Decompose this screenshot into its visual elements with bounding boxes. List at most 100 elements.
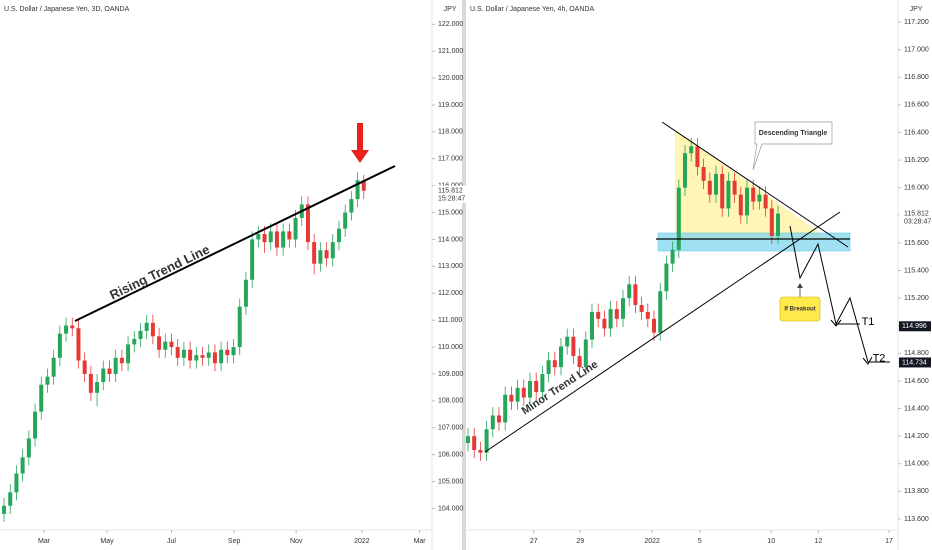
candle-body: [627, 284, 632, 299]
y-tick-label: 104.000: [438, 505, 463, 512]
candle-body: [163, 341, 168, 350]
candle-body: [330, 242, 335, 259]
candle-body: [64, 325, 69, 334]
x-tick-label: Sep: [228, 538, 241, 545]
candle-body: [701, 167, 706, 181]
candle-body: [664, 263, 669, 292]
y-tick-label: 116.400: [904, 129, 929, 136]
last-price: 115.812: [438, 188, 463, 195]
y-tick-label: 114.600: [904, 378, 929, 385]
y-tick-label: 105.000: [438, 478, 463, 485]
y-tick-label: 114.000: [438, 236, 463, 243]
candle-body: [652, 318, 657, 333]
candle-body: [206, 352, 211, 358]
y-tick-label: 114.800: [904, 350, 929, 357]
x-tick-label: Jul: [167, 538, 176, 545]
candle-body: [318, 250, 323, 264]
candle-body: [256, 234, 261, 240]
y-tick-label: 117.000: [904, 47, 929, 54]
candle-body: [76, 328, 81, 361]
candle-body: [26, 438, 31, 458]
x-tick-label: Mar: [414, 538, 427, 545]
target-label: T2: [873, 352, 886, 364]
candle-body: [614, 309, 619, 319]
candle-body: [565, 336, 570, 347]
annotation: Descending Triangle: [759, 130, 828, 137]
candle-body: [738, 194, 743, 216]
candle-body: [57, 333, 62, 358]
candle-body: [776, 213, 781, 237]
candle-body: [212, 352, 217, 364]
candle-body: [150, 322, 155, 337]
candle-body: [188, 349, 193, 361]
candle-body: [39, 384, 44, 412]
candle-body: [639, 305, 644, 312]
candle-body: [571, 336, 576, 357]
candle-body: [769, 208, 774, 237]
y-tick-label: 116.200: [904, 157, 929, 164]
last-price-tag: [433, 185, 466, 203]
chart-title: U.S. Dollar / Japanese Yen, 4h, OANDA: [470, 6, 594, 13]
candle-body: [546, 360, 551, 375]
y-tick-label: 110.000: [438, 344, 463, 351]
candle-body: [82, 360, 87, 374]
candle-body: [515, 387, 520, 402]
candle-body: [658, 291, 663, 333]
y-tick-label: 108.000: [438, 398, 463, 405]
y-tick-label: 114.400: [904, 405, 929, 412]
candle-body: [496, 415, 501, 423]
y-tick-label: 115.200: [904, 295, 929, 302]
candle-body: [126, 344, 131, 364]
x-tick-label: 12: [814, 538, 822, 545]
candle-body: [633, 284, 638, 306]
countdown: 03:28:47: [904, 219, 931, 226]
candle-body: [243, 279, 248, 307]
candle-body: [540, 374, 545, 392]
candle-body: [231, 347, 236, 356]
candle-body: [169, 341, 174, 348]
y-tick-label: 113.600: [904, 516, 929, 523]
candle-body: [274, 231, 279, 248]
y-tick-label: 113.000: [438, 263, 463, 270]
candle-body: [732, 180, 737, 195]
x-tick-label: Nov: [290, 538, 303, 545]
panel-separator: [462, 0, 466, 550]
x-tick-label: 10: [767, 538, 775, 545]
candle-body: [558, 346, 563, 368]
descending-line: [661, 121, 849, 248]
y-tick-label: 112.000: [438, 290, 463, 297]
candle-body: [287, 231, 292, 240]
last-price-tag: [899, 208, 932, 226]
price-tag-label: 114.996: [902, 323, 927, 330]
y-tick-label: 118.000: [438, 129, 463, 136]
candle-body: [751, 187, 756, 202]
y-tick-label: 115.400: [904, 267, 929, 274]
candle-body: [621, 298, 626, 319]
y-tick-label: 116.600: [904, 102, 929, 109]
candle-body: [465, 436, 470, 444]
candle-body: [589, 311, 594, 340]
last-price: 115.812: [904, 211, 929, 218]
price-tag: [899, 321, 931, 332]
candle-body: [200, 355, 205, 358]
x-tick-label: 5: [698, 538, 702, 545]
candle-body: [250, 239, 255, 280]
candle-body: [720, 173, 725, 209]
arrow-head: [830, 319, 842, 327]
candle-body: [645, 311, 650, 319]
arrow-head: [797, 283, 803, 288]
candle-body: [509, 394, 514, 402]
y-tick-label: 106.000: [438, 452, 463, 459]
candle-body: [33, 411, 38, 439]
candle-body: [707, 180, 712, 195]
y-tick-label: 107.000: [438, 425, 463, 432]
y-tick-label: 114.000: [904, 461, 929, 468]
candle-body: [107, 368, 112, 374]
support-zone: [657, 232, 851, 252]
target-label: T1: [862, 316, 875, 328]
x-tick-label: 2022: [644, 538, 660, 545]
y-tick-label: 122.000: [438, 21, 463, 28]
candle-body: [51, 357, 56, 377]
candle-body: [355, 180, 360, 200]
chart-title: U.S. Dollar / Japanese Yen, 3D, OANDA: [4, 6, 130, 13]
